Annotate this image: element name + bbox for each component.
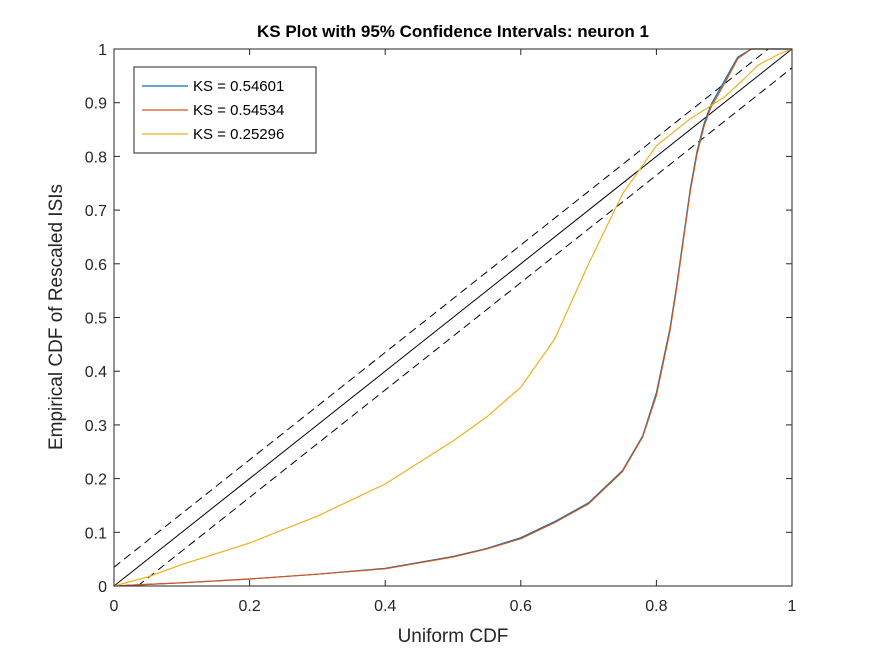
series-line-2: [113, 48, 793, 587]
y-tick-label: 0.1: [85, 525, 107, 542]
x-tick-label: 0.4: [374, 598, 396, 615]
y-tick-label: 1: [98, 42, 107, 59]
y-tick-label: 0: [98, 579, 107, 596]
legend: KS = 0.54601 KS = 0.54534 KS = 0.25296: [133, 66, 317, 154]
series-line-1: [113, 48, 792, 587]
legend-label-2: KS = 0.25296: [193, 126, 284, 143]
y-tick-label: 0.2: [85, 472, 107, 489]
x-tick-label: 0.8: [645, 598, 667, 615]
y-tick-label: 0.3: [85, 418, 107, 435]
reference-lines: [113, 48, 793, 587]
y-axis-label: Empirical CDF of Rescaled ISIs: [46, 184, 67, 450]
x-tick-label: 1: [788, 598, 797, 615]
x-tick-label: 0: [110, 598, 119, 615]
reference-line-1: [113, 48, 769, 568]
legend-label-0: KS = 0.54601: [193, 78, 284, 95]
y-tick-label: 0.8: [85, 149, 107, 166]
x-tick-label: 0.6: [510, 598, 532, 615]
x-axis-label: Uniform CDF: [398, 626, 509, 647]
y-tick-label: 0.6: [85, 257, 107, 274]
reference-line-0: [113, 48, 793, 587]
x-tick-label: 0.2: [238, 598, 260, 615]
y-tick-label: 0.4: [85, 364, 107, 381]
y-axis-ticks: 0 0.1 0.2 0.3 0.4 0.5 0.6 0.7 0.8 0.9 1: [85, 42, 792, 596]
series-lines: [113, 48, 793, 587]
y-tick-label: 0.9: [85, 96, 107, 113]
chart-title: KS Plot with 95% Confidence Intervals: n…: [257, 22, 649, 41]
reference-line-2: [137, 67, 793, 587]
x-axis-ticks: 0 0.2 0.4 0.6 0.8 1: [110, 49, 797, 615]
y-tick-label: 0.5: [85, 311, 107, 328]
legend-label-1: KS = 0.54534: [193, 102, 284, 119]
y-tick-label: 0.7: [85, 203, 107, 220]
